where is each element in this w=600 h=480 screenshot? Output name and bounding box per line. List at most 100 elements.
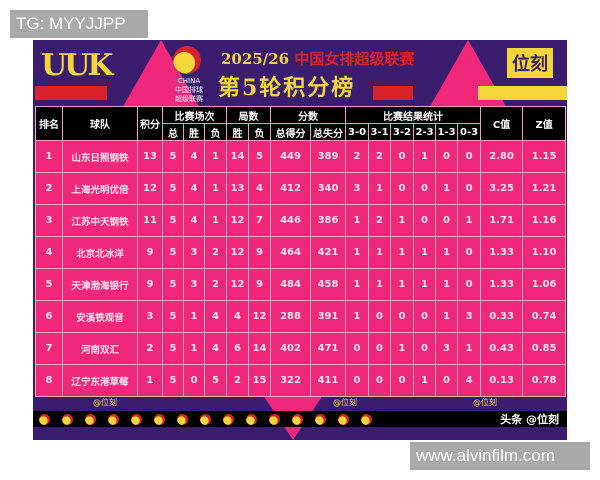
cell: 1 [413,236,437,269]
team-name: 天津渤海银行 [62,268,138,301]
cell: 446 [270,204,312,237]
cell: 1.33 [480,268,524,301]
cell: 3 [137,300,163,333]
watermark-top: TG: MYYJJPP [10,10,148,38]
team-name: 上海光明优倍 [62,172,138,205]
cell: 14 [226,140,250,173]
cell: 1 [345,268,370,301]
cell: 464 [270,236,312,269]
cell: 5 [162,364,184,397]
cell: 3 [183,268,205,301]
cell: 4 [203,332,228,365]
cell: 0 [457,268,482,301]
team-name: 山东日照钢铁 [62,140,138,173]
team-name: 安溪铁观音 [62,300,138,333]
cell: 1.10 [522,236,567,269]
cell: 0 [435,140,459,173]
cell: 8 [35,364,63,397]
cell: 4 [457,364,482,397]
cell: 3 [35,204,63,237]
cell: 1 [435,172,459,205]
standings-poster: UUK 位刻 CHINA 中国排球 超级联赛 2025/26 中国女排超级联赛 … [33,40,567,440]
cell: 4 [183,172,205,205]
cell: 9 [137,236,163,269]
cell: 1 [390,268,415,301]
cell: 0 [368,364,392,397]
cell: 0.85 [522,332,567,365]
table-row: 6 安溪铁观音 3 5 1 4 4 12 288 391 1 0 0 0 1 3 0.33 0.74 [35,300,567,333]
table-row: 1 山东日照钢铁 13 5 4 1 14 5 449 389 2 2 0 1 0 0 2.80 1.15 [35,140,567,173]
cell: 0 [183,364,205,397]
logo-line: 中国排球 [175,86,203,94]
cell: 4 [248,172,272,205]
cell: 1 [203,204,228,237]
cell: 0 [390,140,415,173]
volleyball-icon-row [39,413,372,425]
standings-table: 排名 球队 积分 比赛场次 局数 分数 比赛结果统计 C值 Z值 总胜负胜负总得… [35,106,567,397]
cell: 0 [390,364,415,397]
cell: 1 [345,236,370,269]
cell: 1 [345,204,370,237]
cell: 14 [248,332,272,365]
overlay-tag: @位刻 [333,398,357,407]
volleyball-icon [292,413,303,425]
cell: 322 [270,364,312,397]
cell: 11 [137,204,163,237]
cell: 1.15 [522,140,567,173]
cell: 411 [310,364,347,397]
league-name: 中国女排超级联赛 [294,50,415,68]
volleyball-logo-icon [173,46,201,74]
table-row: 8 辽宁东港草莓 1 5 0 5 2 15 322 411 0 0 0 1 0 4 0.13 0.78 [35,364,567,397]
cell: 2 [35,172,63,205]
cell: 6 [35,300,63,333]
cell: 458 [310,268,347,301]
subheader: 总得分 [270,123,312,141]
decor-bar [35,86,107,100]
header-matches: 比赛场次 [161,106,228,124]
league-logo-text: CHINA 中国排球 超级联赛 [169,77,209,104]
header-scores: 分数 [270,106,347,124]
cell: 1 [203,172,228,205]
cell: 3 [183,236,205,269]
footer-text: 头条 @位刻 [500,413,559,426]
cell: 0.33 [480,300,524,333]
cell: 0 [457,172,482,205]
cell: 3 [457,300,482,333]
cell: 5 [203,364,228,397]
uk-logo: UUK [41,48,113,83]
subheader: 总失分 [310,123,347,141]
cell: 1 [137,364,163,397]
cell: 0 [390,172,415,205]
volleyball-icon [200,413,211,425]
logo-line: CHINA [177,77,201,85]
subheader: 3-0 [345,123,370,141]
team-name: 北京北冰洋 [62,236,138,269]
cell: 5 [162,268,184,301]
subheader: 3-2 [390,123,415,141]
cell: 0 [345,332,370,365]
table-row: 2 上海光明优倍 12 5 4 1 13 4 412 340 3 1 0 0 1 0 3.25 1.21 [35,172,567,205]
cell: 5 [162,332,184,365]
cell: 0 [435,364,459,397]
cell: 9 [248,236,272,269]
cell: 4 [35,236,63,269]
cell: 288 [270,300,312,333]
cell: 0.78 [522,364,567,397]
watermark-bottom: www.alvinfilm.com [410,442,590,470]
cell: 9 [137,268,163,301]
volleyball-icon [131,413,142,425]
cell: 412 [270,172,312,205]
cell: 9 [248,268,272,301]
cell: 5 [35,268,63,301]
cell: 1 [183,300,205,333]
cell: 6 [226,332,250,365]
cell: 1 [413,364,437,397]
brand-logo: 位刻 [507,48,553,78]
cell: 0 [457,236,482,269]
cell: 0 [413,300,437,333]
cell: 2 [226,364,250,397]
cell: 1.06 [522,268,567,301]
cell: 389 [310,140,347,173]
team-name: 辽宁东港草莓 [62,364,138,397]
header-results: 比赛结果统计 [345,106,482,124]
